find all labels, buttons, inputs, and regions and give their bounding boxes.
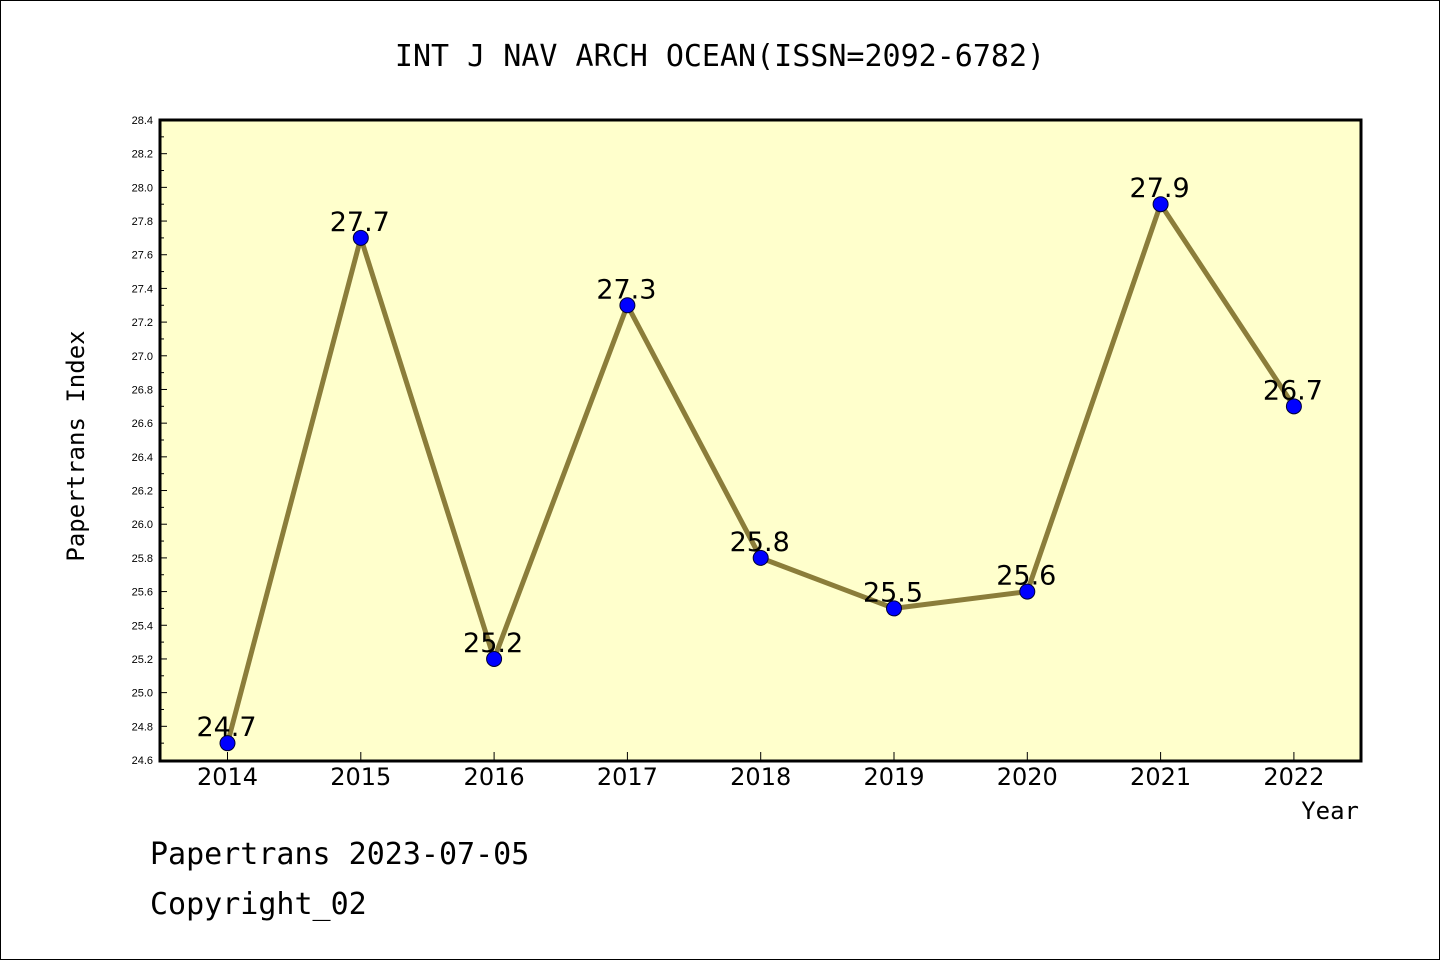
x-tick-label: 2022 [1263, 763, 1324, 791]
y-tick-label: 26.6 [132, 418, 153, 430]
y-tick-label: 26.2 [132, 486, 153, 498]
data-point-marker [352, 229, 369, 246]
chart-title: INT J NAV ARCH OCEAN(ISSN=2092-6782) [395, 39, 1045, 74]
y-tick-label: 27.4 [132, 283, 153, 295]
data-label: 27.3 [596, 274, 656, 305]
data-point-marker [1019, 583, 1036, 600]
data-label: 24.7 [196, 712, 256, 743]
y-tick-label: 24.6 [132, 755, 153, 767]
x-tick-label: 2016 [464, 763, 525, 791]
y-axis: 24.6 24.8 25.0 25.2 25.4 25.6 25.8 26.0 26.2 26.4… [132, 115, 167, 767]
y-axis-label: Papertrans Index [62, 330, 90, 561]
y-tick-label: 25.4 [132, 620, 153, 632]
plot-border [158, 118, 1363, 763]
data-label: 25.6 [996, 561, 1056, 592]
data-label: 25.8 [730, 527, 790, 558]
y-tick-label: 27.0 [132, 351, 153, 363]
data-label: 27.7 [330, 207, 390, 238]
y-tick-label: 25.2 [132, 654, 153, 666]
data-point-marker [752, 549, 769, 566]
y-tick-label: 26.4 [132, 452, 153, 464]
x-tick-label: 2021 [1130, 763, 1191, 791]
y-tick-label: 28.4 [132, 115, 153, 127]
x-axis: 2014 2015 2016 2017 2018 2019 2020 2021 2022 [197, 752, 1324, 791]
footer-copyright: Copyright_02 [150, 887, 367, 922]
markers-group [219, 196, 1302, 752]
y-tick-label: 26.8 [132, 384, 153, 396]
data-label: 25.5 [863, 577, 923, 608]
data-point-marker [619, 297, 636, 314]
y-tick-label: 28.2 [132, 149, 153, 161]
data-point-marker [1152, 196, 1169, 213]
y-tick-label: 27.6 [132, 250, 153, 262]
x-axis-label: Year [1301, 797, 1359, 825]
data-point-marker [486, 650, 503, 667]
y-tick-label: 25.8 [132, 553, 153, 565]
x-tick-label: 2019 [863, 763, 924, 791]
y-tick-label: 25.0 [132, 688, 153, 700]
y-tick-label: 27.2 [132, 317, 153, 329]
y-tick-label: 25.6 [132, 587, 153, 599]
x-tick-label: 2020 [997, 763, 1058, 791]
y-tick-label: 26.0 [132, 519, 153, 531]
x-tick-label: 2014 [197, 763, 258, 791]
data-labels-group: 24.7 27.7 25.2 27.3 25.8 25.5 25.6 27.9 26.7 [196, 173, 1323, 743]
data-label: 26.7 [1263, 375, 1323, 406]
x-tick-label: 2017 [597, 763, 658, 791]
data-point-marker [219, 735, 236, 752]
plot-area [160, 120, 1361, 761]
data-point-marker [1285, 398, 1302, 415]
footer-date: Papertrans 2023-07-05 [150, 837, 529, 872]
x-tick-label: 2018 [730, 763, 791, 791]
y-tick-label: 24.8 [132, 721, 153, 733]
data-label: 25.2 [463, 628, 523, 659]
y-tick-label: 28.0 [132, 182, 153, 194]
data-label: 27.9 [1130, 173, 1190, 204]
data-point-marker [886, 600, 902, 617]
y-tick-label: 27.8 [132, 216, 153, 228]
x-tick-label: 2015 [330, 763, 391, 791]
